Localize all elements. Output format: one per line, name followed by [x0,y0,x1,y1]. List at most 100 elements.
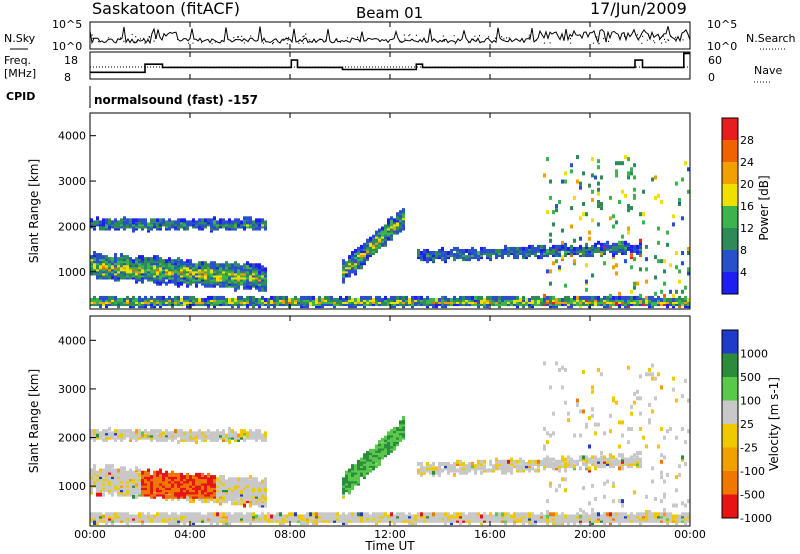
velocity-cell [348,488,351,493]
velocity-cell [228,440,231,445]
power-cell [576,300,579,305]
velocity-cell [462,461,465,466]
velocity-cell [420,461,423,466]
velocity-cell [186,472,189,477]
velocity-cell [159,435,162,440]
velocity-cell [576,512,579,517]
power-cell [93,302,96,307]
velocity-cell [210,518,213,523]
velocity-cell [402,433,405,438]
velocity-cell [378,518,381,523]
power-cell [471,295,474,300]
velocity-cell [621,503,624,508]
velocity-cell [99,475,102,480]
power-cell [678,197,681,202]
power-cell [573,195,576,200]
velocity-cell [249,494,252,499]
power-cell [105,269,108,274]
velocity-cell [525,466,528,471]
power-cell [621,248,624,253]
power-cell [447,253,450,258]
velocity-cell [264,499,267,504]
velocity-cell [210,486,213,491]
velocity-cell [501,468,504,473]
power-cell [672,222,675,227]
power-cell [174,224,177,229]
power-cell [195,269,198,274]
power-cell [342,275,345,280]
velocity-cell [273,516,276,521]
power-cell [132,226,135,231]
velocity-cell [171,431,174,436]
power-cell [216,220,219,225]
power-cell [183,267,186,272]
velocity-cell [588,514,591,519]
power-cell [237,277,240,282]
velocity-cell [480,464,483,469]
velocity-cell [366,451,369,456]
power-cell [162,279,165,284]
power-cell [213,271,216,276]
power-cell [267,304,270,309]
power-cell [132,261,135,266]
velocity-cell [390,444,393,449]
velocity-cell [582,370,585,375]
velocity-cell [372,512,375,517]
power-cell [159,263,162,268]
power-cell [675,289,678,294]
velocity-cell [120,490,123,495]
power-cell [258,224,261,229]
power-cell [375,244,378,249]
velocity-cell [189,435,192,440]
power-cell [528,302,531,307]
power-cell [228,275,231,280]
power-cell [546,302,549,307]
power-cell [153,257,156,262]
velocity-cell [108,486,111,491]
velocity-cell [156,488,159,493]
power-cell [138,295,141,300]
power-cell [294,295,297,300]
velocity-cell [270,514,273,519]
power-cell [99,297,102,302]
velocity-cell [375,453,378,458]
velocity-cell [126,521,129,526]
power-cell [153,269,156,274]
power-cell [357,253,360,258]
velocity-cell [210,483,213,488]
power-cell [474,302,477,307]
velocity-cell [201,472,204,477]
power-cell [558,199,561,204]
xtick-label: 08:00 [274,528,306,541]
power-cell [384,297,387,302]
power-cell [120,224,123,229]
velocity-cell [204,486,207,491]
power-cell [168,279,171,284]
power-cell [528,253,531,258]
power-cell [213,269,216,274]
velocity-cell [243,477,246,482]
velocity-cell [597,461,600,466]
power-cell [90,263,93,268]
velocity-cell [627,440,630,445]
velocity-cell [150,433,153,438]
velocity-cell [495,512,498,517]
velocity-cell [345,481,348,486]
power-cell [357,251,360,256]
power-cell [459,251,462,256]
power-cell [354,269,357,274]
power-cell [345,300,348,305]
velocity-cell [165,494,168,499]
power-cell [192,273,195,278]
power-cell [489,297,492,302]
power-cell [381,234,384,239]
power-cell [129,304,132,309]
velocity-cell [351,468,354,473]
power-cell [504,246,507,251]
power-cell [195,283,198,288]
velocity-cell [648,516,651,521]
power-cell [204,279,207,284]
power-cell [390,300,393,305]
velocity-cell [513,518,516,523]
